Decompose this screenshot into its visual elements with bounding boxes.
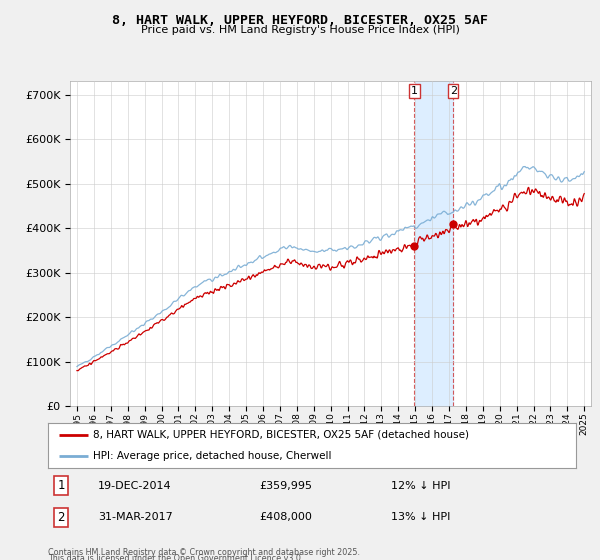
Text: Contains HM Land Registry data © Crown copyright and database right 2025.: Contains HM Land Registry data © Crown c… <box>48 548 360 557</box>
Text: 31-MAR-2017: 31-MAR-2017 <box>98 512 173 522</box>
Text: This data is licensed under the Open Government Licence v3.0.: This data is licensed under the Open Gov… <box>48 554 304 560</box>
Text: 1: 1 <box>58 479 65 492</box>
Text: 1: 1 <box>411 86 418 96</box>
Text: Price paid vs. HM Land Registry's House Price Index (HPI): Price paid vs. HM Land Registry's House … <box>140 25 460 35</box>
Text: £408,000: £408,000 <box>259 512 312 522</box>
Text: 8, HART WALK, UPPER HEYFORD, BICESTER, OX25 5AF: 8, HART WALK, UPPER HEYFORD, BICESTER, O… <box>112 14 488 27</box>
Text: 8, HART WALK, UPPER HEYFORD, BICESTER, OX25 5AF (detached house): 8, HART WALK, UPPER HEYFORD, BICESTER, O… <box>93 430 469 440</box>
Text: 13% ↓ HPI: 13% ↓ HPI <box>391 512 451 522</box>
Text: 2: 2 <box>58 511 65 524</box>
Text: 19-DEC-2014: 19-DEC-2014 <box>98 480 172 491</box>
Text: £359,995: £359,995 <box>259 480 312 491</box>
Text: 12% ↓ HPI: 12% ↓ HPI <box>391 480 451 491</box>
Text: 2: 2 <box>449 86 457 96</box>
Text: HPI: Average price, detached house, Cherwell: HPI: Average price, detached house, Cher… <box>93 450 331 460</box>
